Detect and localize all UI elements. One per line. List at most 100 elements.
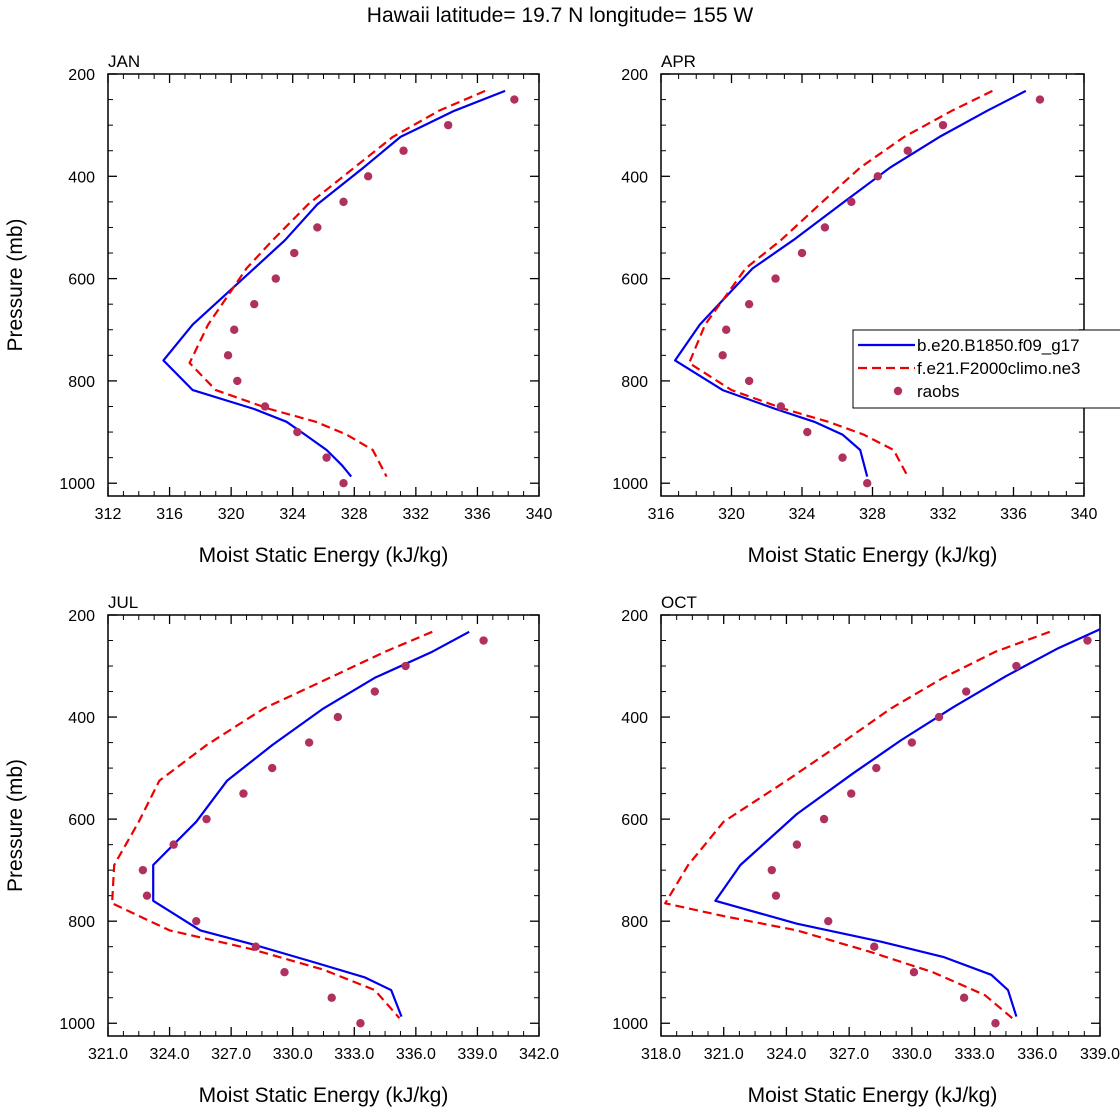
raobs-point [863,479,872,488]
series-group [673,89,1045,488]
raobs-point [233,376,242,386]
plot-frame [660,614,1101,1037]
panel-label: APR [661,52,696,71]
x-tick-label: 340 [1071,506,1098,523]
x-tick-label: 333.0 [955,1046,995,1063]
y-tick-label: 800 [68,374,95,391]
x-tick-label: 321.0 [704,1046,744,1063]
raobs-point [962,687,971,696]
raobs-point [872,763,881,773]
raobs-point [142,891,152,900]
x-tick-label: 330.0 [273,1046,313,1063]
raobs-point [820,223,830,232]
raobs-point [251,942,260,951]
raobs-point [370,687,380,696]
raobs-point [138,865,148,875]
raobs-point [776,402,786,411]
raobs-point [399,146,408,155]
x-axis-label: Moist Static Energy (kJ/kg) [199,1084,449,1107]
plot-frame [107,73,540,497]
raobs-point [260,402,270,411]
x-tick-label: 340 [526,506,553,523]
raobs-point [443,120,453,130]
y-axis-label: Pressure (mb) [4,218,27,351]
raobs-point [304,738,314,747]
raobs-point [280,968,289,977]
raobs-point [327,993,336,1002]
raobs-point [267,763,277,773]
panel-label: OCT [661,593,697,612]
raobs-point [192,916,201,926]
x-tick-label: 324.0 [766,1046,806,1063]
y-tick-label: 800 [621,374,648,391]
x-tick-label: 316 [648,506,675,523]
series-group [110,630,488,1028]
y-tick-label: 1000 [612,1016,648,1033]
x-tick-label: 332 [403,506,430,523]
x-tick-label: 324 [789,506,816,523]
series-group [162,89,519,488]
y-tick-label: 1000 [59,476,95,493]
raobs-point [313,223,322,232]
y-tick-label: 600 [68,812,95,829]
series-line-f-e21 [688,89,993,478]
raobs-point [797,248,807,258]
y-axis-label: Pressure (mb) [4,759,27,892]
raobs-point [771,274,780,283]
raobs-point [1012,661,1021,671]
series-line-b-e20 [673,89,1027,477]
series-line-b-e20 [162,89,506,478]
y-tick-label: 400 [68,169,95,186]
y-tick-label: 800 [68,914,95,931]
series-line-f-e21 [110,630,433,1019]
raobs-point [202,814,211,824]
raobs-point [744,376,754,386]
x-tick-label: 324.0 [150,1046,190,1063]
y-tick-label: 200 [621,67,648,84]
raobs-point [903,146,912,155]
panel-apr: 316 320 324 328 332 336 340 200 400 600 800 1000 Moi… [612,52,1097,567]
raobs-point [223,351,233,360]
raobs-point [792,840,802,849]
raobs-point [271,274,280,283]
raobs-point [771,891,781,900]
raobs-point [510,95,519,104]
raobs-point [401,661,410,671]
raobs-point [767,865,776,875]
figure-title: Hawaii latitude= 19.7 N longitude= 155 W [366,4,754,27]
plot-frame [107,614,540,1037]
x-tick-label: 339.0 [457,1046,497,1063]
panel-jul: 321.0 324.0 327.0 330.0 333.0 336.0 339.0 342.0… [4,593,559,1107]
raobs-point [938,120,948,130]
raobs-point [1035,95,1045,104]
raobs-point [909,968,919,977]
x-tick-label: 316 [156,506,183,523]
y-tick-label: 400 [621,710,648,727]
raobs-point [169,840,178,849]
raobs-point [250,299,259,309]
x-axis-label: Moist Static Energy (kJ/kg) [748,1084,998,1107]
x-axis-label: Moist Static Energy (kJ/kg) [199,544,449,567]
panel-oct: 318.0 321.0 324.0 327.0 330.0 333.0 336.0 339.0… [612,593,1120,1107]
legend-marker [893,386,903,396]
x-tick-label: 336.0 [396,1046,436,1063]
raobs-point [838,453,847,462]
y-tick-label: 400 [68,710,95,727]
x-tick-label: 333.0 [334,1046,374,1063]
legend-label: raobs [917,382,960,401]
panel-jan: 312 316 320 324 328 332 336 340 200 400 600 800 1000… [4,52,552,567]
y-tick-label: 200 [621,608,648,625]
x-tick-label: 312 [95,506,122,523]
y-tick-label: 200 [68,608,95,625]
raobs-point [744,299,754,309]
plot-frame [660,73,1085,497]
raobs-point [333,712,343,722]
raobs-point [847,789,856,798]
x-tick-label: 336 [1000,506,1027,523]
x-tick-label: 336 [464,506,491,523]
raobs-point [339,197,348,207]
panel-label: JAN [108,52,140,71]
x-tick-label: 332 [930,506,957,523]
x-tick-label: 336.0 [1017,1046,1057,1063]
raobs-point [819,814,829,824]
